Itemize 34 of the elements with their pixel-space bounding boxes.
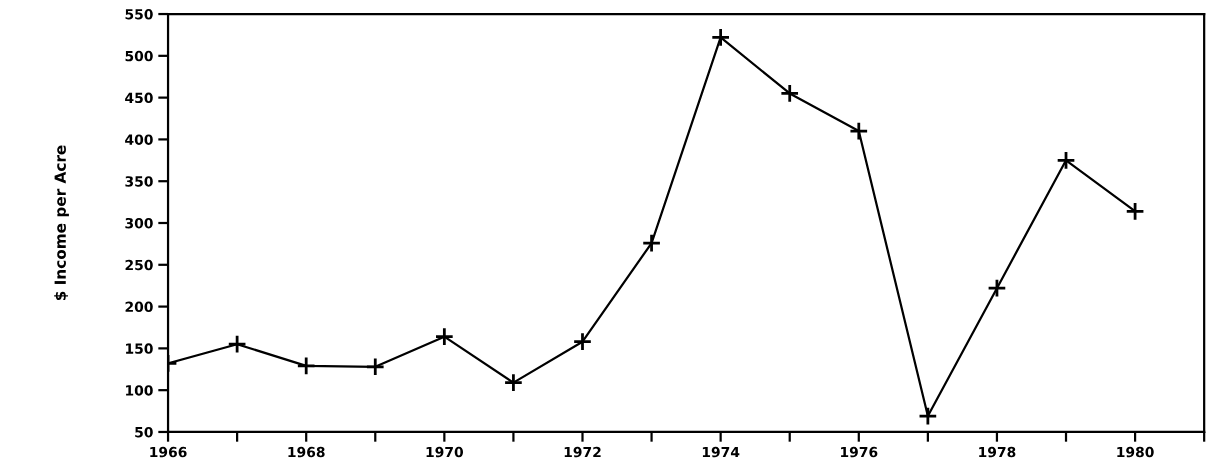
point <box>1125 201 1145 222</box>
point <box>503 372 524 393</box>
point <box>849 121 869 141</box>
point <box>296 356 316 376</box>
x-tick-label: 1980 <box>1117 446 1154 458</box>
point <box>1056 150 1076 171</box>
y-tick-label: 200 <box>125 301 153 313</box>
x-tick-label: 1970 <box>426 446 464 458</box>
point <box>710 27 731 48</box>
point <box>227 334 247 354</box>
y-tick-label: 250 <box>125 259 153 271</box>
x-tick-label: 1978 <box>979 446 1016 458</box>
x-tick-label: 1968 <box>288 446 325 458</box>
y-tick-label: 50 <box>135 426 153 438</box>
point <box>365 357 385 377</box>
x-tick-label: 1976 <box>841 446 878 458</box>
x-tick-label: 1966 <box>150 446 187 458</box>
point <box>987 278 1007 298</box>
point <box>780 83 800 104</box>
point <box>641 233 662 253</box>
point <box>572 331 593 352</box>
y-axis-title: $ Income per Acre <box>54 145 69 301</box>
x-tick-label: 1972 <box>564 446 601 458</box>
y-tick-label: 350 <box>125 176 153 187</box>
y-tick-label: 450 <box>125 92 153 104</box>
y-tick-label: 400 <box>125 134 153 145</box>
point <box>918 406 938 426</box>
y-tick-label: 150 <box>126 343 153 354</box>
x-tick-label: 1974 <box>702 446 740 458</box>
y-tick-label: 550 <box>125 9 153 20</box>
y-tick-label: 500 <box>125 50 153 62</box>
y-tick-label: 100 <box>126 385 153 396</box>
y-tick-label: 300 <box>125 217 153 229</box>
point <box>434 326 455 347</box>
